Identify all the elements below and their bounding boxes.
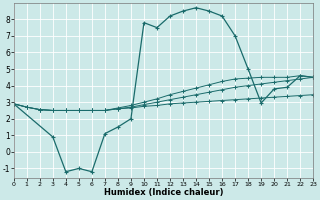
X-axis label: Humidex (Indice chaleur): Humidex (Indice chaleur) [104, 188, 223, 197]
